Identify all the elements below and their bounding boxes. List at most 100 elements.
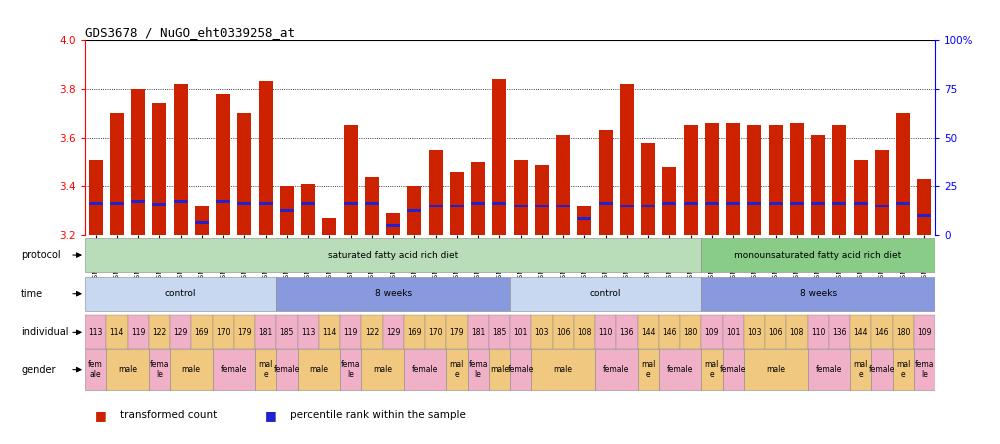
Bar bbox=[492, 79, 506, 235]
Text: 170: 170 bbox=[428, 328, 443, 337]
Bar bbox=[701, 315, 722, 349]
Text: 185: 185 bbox=[492, 328, 507, 337]
Bar bbox=[195, 206, 209, 235]
Text: 101: 101 bbox=[726, 328, 740, 337]
Bar bbox=[747, 126, 761, 235]
Bar bbox=[620, 205, 634, 207]
Bar bbox=[620, 84, 634, 235]
Bar bbox=[301, 184, 315, 235]
Text: female: female bbox=[274, 365, 300, 374]
Bar bbox=[298, 349, 340, 390]
Bar bbox=[747, 202, 761, 205]
Bar bbox=[914, 349, 935, 390]
Bar bbox=[450, 205, 464, 207]
Text: 180: 180 bbox=[683, 328, 698, 337]
Bar bbox=[174, 84, 188, 235]
Text: 170: 170 bbox=[216, 328, 230, 337]
Text: 101: 101 bbox=[513, 328, 528, 337]
Bar bbox=[531, 315, 552, 349]
Bar bbox=[340, 349, 361, 390]
Text: fema
le: fema le bbox=[468, 360, 488, 379]
Text: fem
ale: fem ale bbox=[88, 360, 103, 379]
Bar bbox=[510, 315, 531, 349]
Text: fema
le: fema le bbox=[915, 360, 934, 379]
Bar bbox=[174, 200, 188, 202]
Text: 119: 119 bbox=[343, 328, 358, 337]
Text: transformed count: transformed count bbox=[120, 410, 217, 420]
Text: 144: 144 bbox=[853, 328, 868, 337]
Bar bbox=[237, 113, 251, 235]
Bar bbox=[595, 349, 638, 390]
Text: 8 weeks: 8 weeks bbox=[800, 289, 837, 298]
Bar bbox=[514, 160, 528, 235]
Bar bbox=[659, 349, 701, 390]
Bar bbox=[407, 210, 421, 212]
Text: male: male bbox=[182, 365, 201, 374]
Text: female: female bbox=[412, 365, 438, 374]
Bar bbox=[701, 277, 935, 311]
Bar bbox=[850, 349, 871, 390]
Text: 113: 113 bbox=[301, 328, 315, 337]
Bar bbox=[407, 186, 421, 235]
Text: 136: 136 bbox=[620, 328, 634, 337]
Bar bbox=[638, 315, 659, 349]
Bar bbox=[896, 202, 910, 205]
Bar bbox=[89, 160, 103, 235]
Text: 180: 180 bbox=[896, 328, 910, 337]
Text: control: control bbox=[165, 289, 196, 298]
Bar bbox=[556, 205, 570, 207]
Text: 114: 114 bbox=[110, 328, 124, 337]
Text: ■: ■ bbox=[265, 408, 277, 422]
Bar bbox=[638, 349, 659, 390]
Text: mal
e: mal e bbox=[258, 360, 273, 379]
Text: mal
e: mal e bbox=[641, 360, 655, 379]
Text: 108: 108 bbox=[577, 328, 592, 337]
Bar bbox=[744, 349, 808, 390]
Text: mal
e: mal e bbox=[896, 360, 910, 379]
Text: 129: 129 bbox=[386, 328, 400, 337]
Bar bbox=[705, 202, 719, 205]
Bar bbox=[641, 205, 655, 207]
Bar bbox=[893, 315, 914, 349]
Bar bbox=[276, 277, 510, 311]
Bar bbox=[322, 236, 336, 239]
Bar bbox=[684, 126, 698, 235]
Text: 179: 179 bbox=[450, 328, 464, 337]
Text: 106: 106 bbox=[768, 328, 783, 337]
Bar bbox=[344, 126, 358, 235]
Bar bbox=[726, 123, 740, 235]
Bar bbox=[152, 103, 166, 235]
Text: 109: 109 bbox=[917, 328, 932, 337]
Bar bbox=[85, 315, 106, 349]
Bar bbox=[599, 131, 613, 235]
Bar bbox=[577, 206, 591, 235]
Bar bbox=[574, 315, 595, 349]
Bar bbox=[659, 315, 680, 349]
Text: 179: 179 bbox=[237, 328, 252, 337]
Bar bbox=[510, 349, 531, 390]
Bar bbox=[131, 89, 145, 235]
Text: male: male bbox=[373, 365, 392, 374]
Bar bbox=[917, 179, 931, 235]
Bar bbox=[404, 315, 425, 349]
Bar bbox=[212, 349, 255, 390]
Text: gender: gender bbox=[21, 365, 56, 375]
Text: 110: 110 bbox=[811, 328, 825, 337]
Bar bbox=[152, 203, 166, 206]
Text: 109: 109 bbox=[705, 328, 719, 337]
Bar bbox=[365, 202, 379, 205]
Text: percentile rank within the sample: percentile rank within the sample bbox=[290, 410, 466, 420]
Bar bbox=[106, 315, 128, 349]
Bar bbox=[110, 113, 124, 235]
Text: 113: 113 bbox=[88, 328, 103, 337]
Bar bbox=[237, 202, 251, 205]
Bar bbox=[365, 177, 379, 235]
Bar bbox=[616, 315, 638, 349]
Bar bbox=[280, 186, 294, 235]
Text: 136: 136 bbox=[832, 328, 847, 337]
Bar bbox=[790, 123, 804, 235]
Bar bbox=[662, 167, 676, 235]
Bar bbox=[382, 315, 404, 349]
Bar bbox=[471, 162, 485, 235]
Bar bbox=[808, 349, 850, 390]
